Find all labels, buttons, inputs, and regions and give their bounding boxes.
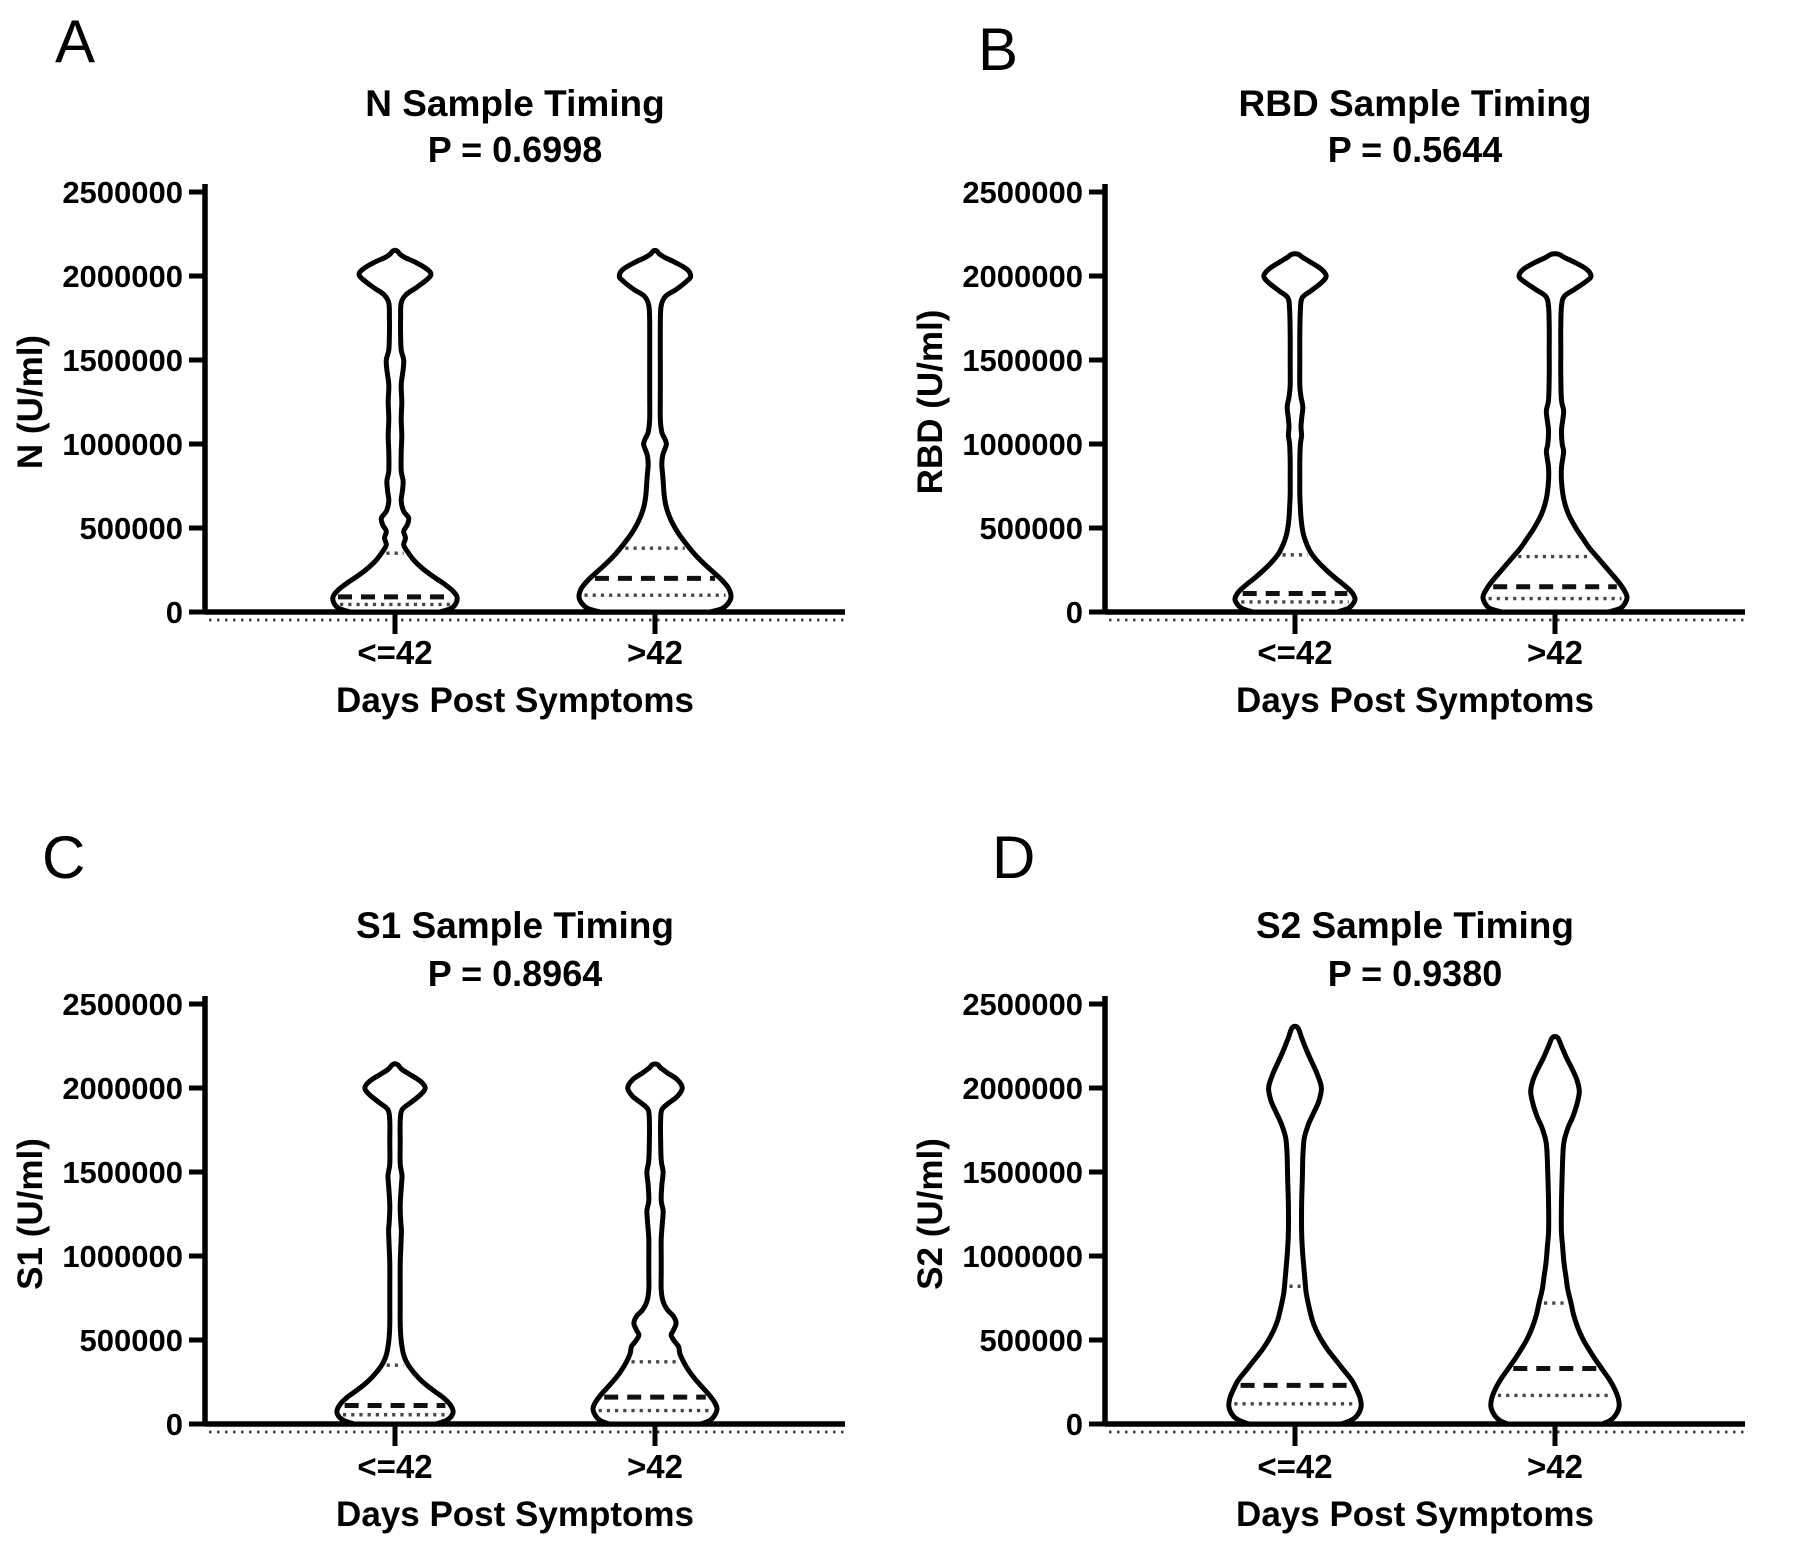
panel-b-xlabel: Days Post Symptoms	[1236, 681, 1594, 720]
violin-D-le42	[1226, 1023, 1364, 1427]
panel-a-title: N Sample Timing	[365, 83, 665, 124]
x-category-label: <=42	[1257, 1448, 1332, 1485]
y-tick-label: 2500000	[62, 987, 183, 1022]
panel-a-plot-area: 0 500000 1000000 1500000 2000000 2500000 <=42 >…	[62, 175, 845, 671]
panel-c-xlabel: Days Post Symptoms	[336, 1495, 694, 1534]
panel-a: A N Sample Timing P = 0.6998 N (U/ml) 0 5…	[0, 0, 900, 730]
panel-letter-b: B	[978, 16, 1018, 83]
y-tick-label: 2500000	[962, 987, 1083, 1022]
y-tick-label: 500000	[980, 511, 1083, 546]
y-tick-label: 2000000	[62, 1071, 183, 1106]
panel-d-xlabel: Days Post Symptoms	[1236, 1495, 1594, 1534]
panel-b-pvalue: P = 0.5644	[1328, 129, 1503, 170]
panel-c-ylabel: S1 (U/ml)	[11, 1138, 50, 1290]
y-tick-label: 2500000	[962, 175, 1083, 210]
panel-d-title: S2 Sample Timing	[1256, 905, 1574, 946]
y-tick-label: 1000000	[962, 427, 1083, 462]
violin-C-gt42	[590, 1061, 720, 1427]
violin-C-le42	[334, 1061, 456, 1427]
x-category-label: <=42	[1257, 634, 1332, 671]
y-tick-label: 0	[166, 1407, 183, 1442]
y-tick-label: 1000000	[62, 1239, 183, 1274]
panel-b-title: RBD Sample Timing	[1239, 83, 1592, 124]
y-tick-label: 500000	[80, 511, 183, 546]
violin-A-gt42	[576, 247, 734, 615]
panel-c-svg: C S1 Sample Timing P = 0.8964 S1 (U/ml) …	[11, 824, 845, 1534]
y-tick-label: 0	[1066, 1407, 1083, 1442]
panel-letter-d: D	[992, 824, 1035, 891]
panel-d-ylabel: S2 (U/ml)	[911, 1138, 950, 1290]
y-tick-label: 1500000	[962, 343, 1083, 378]
x-category-label: >42	[627, 634, 683, 671]
panel-a-ylabel: N (U/ml)	[11, 335, 50, 469]
panel-a-xlabel: Days Post Symptoms	[336, 681, 694, 720]
panel-c: C S1 Sample Timing P = 0.8964 S1 (U/ml) …	[0, 730, 900, 1562]
y-tick-label: 1000000	[962, 1239, 1083, 1274]
panel-d-pvalue: P = 0.9380	[1328, 953, 1503, 994]
panel-c-title: S1 Sample Timing	[356, 905, 674, 946]
y-tick-label: 0	[166, 595, 183, 630]
y-tick-label: 2000000	[962, 1071, 1083, 1106]
x-category-label: >42	[1527, 1448, 1583, 1485]
x-category-label: <=42	[357, 1448, 432, 1485]
panel-c-pvalue: P = 0.8964	[428, 953, 603, 994]
y-tick-label: 2000000	[62, 259, 183, 294]
violin-B-le42	[1232, 251, 1358, 615]
x-category-label: <=42	[357, 634, 432, 671]
panel-letter-a: A	[55, 8, 95, 75]
panel-a-pvalue: P = 0.6998	[428, 129, 603, 170]
panel-b: B RBD Sample Timing P = 0.5644 RBD (U/ml…	[900, 0, 1800, 730]
x-category-label: >42	[1527, 634, 1583, 671]
panel-b-ylabel: RBD (U/ml)	[911, 310, 950, 495]
y-tick-label: 2000000	[962, 259, 1083, 294]
panel-b-plot-area: 0 500000 1000000 1500000 2000000 2500000 <=42 >…	[962, 175, 1745, 671]
y-tick-label: 500000	[80, 1323, 183, 1358]
panel-d-plot-area: 0 500000 1000000 1500000 2000000 2500000 <=42 >…	[962, 987, 1745, 1485]
y-tick-label: 1500000	[62, 1155, 183, 1190]
violin-B-gt42	[1480, 251, 1630, 615]
panel-d-svg: D S2 Sample Timing P = 0.9380 S2 (U/ml) …	[911, 824, 1745, 1534]
x-category-label: >42	[627, 1448, 683, 1485]
y-tick-label: 1500000	[62, 343, 183, 378]
y-tick-label: 500000	[980, 1323, 1083, 1358]
panel-b-svg: B RBD Sample Timing P = 0.5644 RBD (U/ml…	[911, 16, 1745, 720]
violin-A-le42	[330, 247, 460, 615]
y-tick-label: 1000000	[62, 427, 183, 462]
y-tick-label: 0	[1066, 595, 1083, 630]
violin-D-gt42	[1488, 1034, 1622, 1427]
panel-d: D S2 Sample Timing P = 0.9380 S2 (U/ml) …	[900, 730, 1800, 1562]
y-tick-label: 1500000	[962, 1155, 1083, 1190]
y-tick-label: 2500000	[62, 175, 183, 210]
panel-letter-c: C	[42, 824, 85, 891]
panel-c-plot-area: 0 500000 1000000 1500000 2000000 2500000 <=42 >…	[62, 987, 845, 1485]
panel-a-svg: A N Sample Timing P = 0.6998 N (U/ml) 0 5…	[11, 8, 845, 720]
